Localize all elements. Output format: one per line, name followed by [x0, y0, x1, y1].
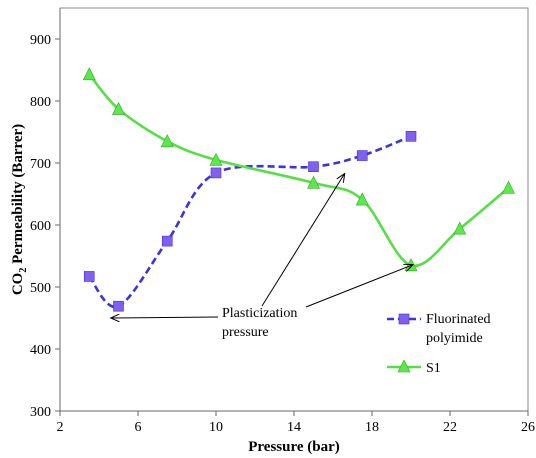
data-point-triangle: [453, 221, 467, 235]
y-axis-title: CO2 Permeability (Barrer): [10, 124, 29, 295]
data-point-square: [405, 131, 417, 142]
legend-marker-triangle: [397, 359, 411, 373]
data-point-triangle: [307, 175, 320, 189]
plot-frame: [59, 7, 529, 412]
data-point-triangle: [502, 180, 515, 194]
y-tick-label: 300: [30, 405, 51, 420]
data-point-triangle: [82, 67, 96, 81]
data-point-square: [161, 235, 173, 247]
data-point-triangle: [112, 101, 125, 115]
y-tick-label: 500: [30, 281, 51, 296]
annotation-line-1: Plasticization: [222, 306, 297, 321]
y-tick-label: 600: [30, 219, 51, 234]
legend-label-fluorinated-line-2: polyimide: [426, 331, 483, 346]
annotation-arrow: [305, 265, 413, 308]
series-line-1: [88, 135, 412, 309]
data-point-triangle: [355, 192, 369, 206]
legend-marker-square: [398, 313, 410, 325]
annotation-arrow: [111, 317, 219, 318]
data-point-square: [210, 167, 222, 179]
legend-label-fluorinated-line-1: Fluorinated: [426, 312, 491, 327]
x-tick-label: 18: [365, 420, 379, 435]
data-point-triangle: [209, 152, 223, 166]
legend-label-s1: S1: [426, 361, 441, 376]
x-tick-label: 14: [287, 420, 301, 435]
y-tick-label: 800: [30, 95, 51, 110]
data-point-triangle: [160, 134, 174, 148]
x-axis-title: Pressure (bar): [248, 439, 340, 455]
x-tick-label: 10: [209, 420, 223, 435]
data-point-square: [308, 161, 319, 173]
x-tick-label: 22: [443, 420, 457, 435]
x-tick-label: 26: [521, 420, 535, 435]
y-tick-label: 900: [30, 33, 51, 48]
data-point-square: [356, 150, 368, 161]
series-layer: [82, 67, 515, 312]
annotation-layer: Plasticization pressure: [111, 174, 413, 340]
x-tick-label: 6: [135, 420, 142, 435]
x-tick-label: 2: [57, 420, 64, 435]
y-tick-label: 700: [30, 157, 51, 172]
series-line-2: [88, 73, 510, 268]
legend: Fluorinated polyimide S1: [387, 312, 491, 376]
annotation-arrow: [261, 174, 345, 307]
y-tick-label: 400: [30, 343, 51, 358]
annotation-line-2: pressure: [222, 325, 269, 340]
data-point-square: [113, 300, 124, 312]
data-point-square: [83, 271, 95, 282]
